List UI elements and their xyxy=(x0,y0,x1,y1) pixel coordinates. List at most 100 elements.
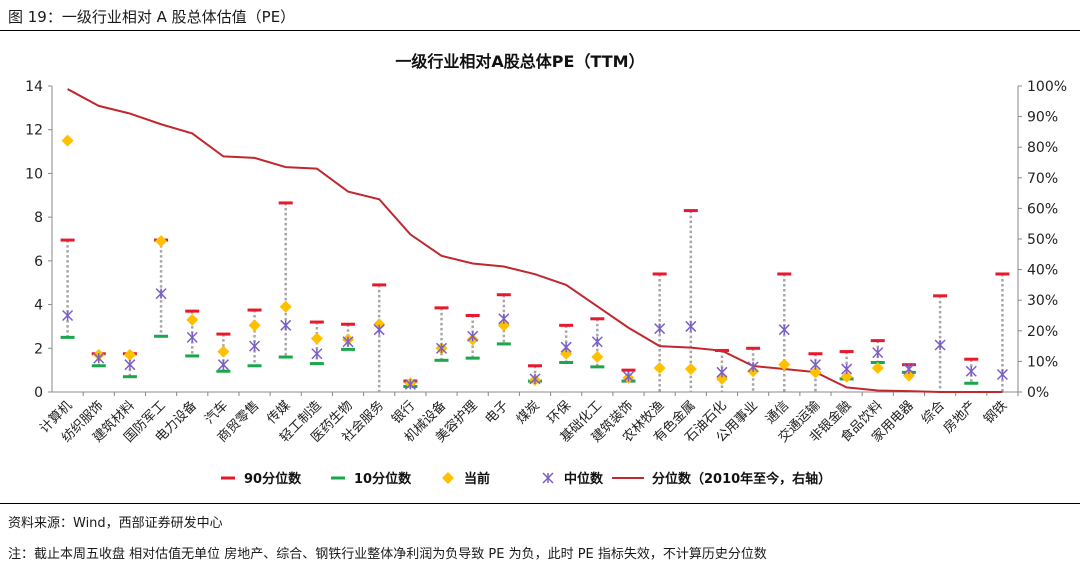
p90-mark xyxy=(746,346,761,350)
p10-mark xyxy=(91,364,106,368)
left-tick-label: 14 xyxy=(25,79,43,95)
p90-mark xyxy=(528,364,542,368)
p90-mark xyxy=(247,308,262,312)
legend-swatch xyxy=(542,472,554,484)
p90-mark xyxy=(185,309,200,313)
figure-title: 图 19：一级行业相对 A 股总体估值（PE） xyxy=(8,8,296,26)
median-mark xyxy=(186,331,198,343)
current-mark xyxy=(684,363,697,376)
legend-label: 分位数（2010年至今，右轴） xyxy=(652,471,831,487)
p10-mark xyxy=(496,342,511,346)
p10-mark xyxy=(559,360,574,364)
legend-label: 中位数 xyxy=(564,471,604,487)
median-mark xyxy=(872,347,884,359)
p90-mark xyxy=(465,314,480,317)
p90-mark xyxy=(60,238,75,242)
p10-mark xyxy=(154,334,169,338)
p10-mark xyxy=(278,355,293,359)
median-mark xyxy=(467,330,479,342)
p10-mark xyxy=(247,364,262,368)
p90-mark xyxy=(808,352,823,356)
median-mark xyxy=(934,339,946,351)
legend-label: 当前 xyxy=(464,471,490,487)
chart-marks xyxy=(60,88,1010,393)
right-tick-label: 60% xyxy=(1027,201,1058,217)
p90-mark xyxy=(964,357,979,361)
right-tick-label: 20% xyxy=(1027,324,1058,340)
p90-mark xyxy=(309,320,324,324)
median-mark xyxy=(841,363,853,375)
p90-mark xyxy=(590,317,605,321)
right-tick-label: 10% xyxy=(1027,354,1058,370)
source-text: 资料来源：Wind，西部证券研发中心 xyxy=(8,516,223,531)
median-mark xyxy=(93,352,105,364)
legend-label: 90分位数 xyxy=(244,471,302,487)
p10-mark xyxy=(216,369,231,373)
current-mark xyxy=(248,319,261,332)
median-mark xyxy=(747,361,759,373)
left-tick-label: 0 xyxy=(34,385,43,401)
left-tick-label: 12 xyxy=(25,123,43,139)
median-mark xyxy=(685,320,697,332)
median-mark xyxy=(591,336,603,348)
left-tick-label: 10 xyxy=(25,166,43,182)
p90-mark xyxy=(216,332,231,336)
median-mark xyxy=(560,341,572,353)
current-mark xyxy=(155,235,168,248)
chart-area: 一级行业相对A股总体PE（TTM） 0 2 4 6 8 10 12 14 0% 10% 20% 30%… xyxy=(25,52,1067,487)
current-mark xyxy=(809,366,822,379)
p90-mark xyxy=(278,201,293,205)
left-tick-label: 6 xyxy=(34,254,43,270)
median-mark xyxy=(622,371,635,383)
current-mark xyxy=(871,361,884,374)
right-tick-label: 100% xyxy=(1027,79,1067,95)
median-mark xyxy=(280,319,292,331)
x-tick-label: 煤炭 xyxy=(514,398,543,427)
p90-mark xyxy=(621,368,636,372)
p90-mark xyxy=(341,322,356,326)
current-mark xyxy=(217,345,230,358)
median-mark xyxy=(809,359,821,371)
current-mark xyxy=(186,313,199,326)
p10-mark xyxy=(341,347,356,351)
p10-mark xyxy=(590,365,605,369)
median-mark xyxy=(373,324,385,336)
median-mark xyxy=(62,309,74,322)
median-mark xyxy=(217,359,229,371)
p90-mark xyxy=(434,306,449,310)
x-tick-label: 房地产 xyxy=(940,398,979,437)
p10-mark xyxy=(434,358,449,362)
p10-mark xyxy=(964,381,979,385)
p10-mark xyxy=(122,375,137,379)
median-mark xyxy=(778,324,790,336)
current-mark xyxy=(310,332,323,345)
percentile-line xyxy=(67,88,1003,393)
p10-mark xyxy=(465,356,480,360)
p90-mark xyxy=(933,294,948,298)
top-rule xyxy=(0,30,1080,31)
median-mark xyxy=(342,336,354,348)
median-mark xyxy=(529,373,541,385)
current-mark xyxy=(653,361,666,374)
median-mark xyxy=(249,340,261,352)
left-tick-label: 4 xyxy=(34,298,43,314)
right-tick-label: 0% xyxy=(1027,385,1049,401)
p10-mark xyxy=(309,362,324,366)
legend-swatch xyxy=(442,472,454,484)
note-text: 注：截止本周五收盘 相对估值无单位 房地产、综合、钢铁行业整体净利润为负导致 P… xyxy=(8,547,767,562)
median-mark xyxy=(996,368,1008,381)
chart-title: 一级行业相对A股总体PE（TTM） xyxy=(395,52,644,71)
chart-legend: 90分位数 10分位数 当前 中位数 分位数（2010年至今，右轴） xyxy=(221,471,831,487)
p90-mark xyxy=(683,209,698,213)
p90-mark xyxy=(995,272,1010,276)
right-tick-label: 30% xyxy=(1027,293,1058,309)
p90-mark xyxy=(652,272,667,276)
right-tick-label: 40% xyxy=(1027,263,1058,279)
p90-mark xyxy=(496,293,511,297)
x-tick-label: 钢铁 xyxy=(981,398,1010,427)
median-mark xyxy=(965,365,977,377)
x-tick-label: 电子 xyxy=(483,398,512,427)
current-mark xyxy=(778,358,791,371)
p90-mark xyxy=(839,350,854,354)
legend-swatch xyxy=(331,476,345,480)
